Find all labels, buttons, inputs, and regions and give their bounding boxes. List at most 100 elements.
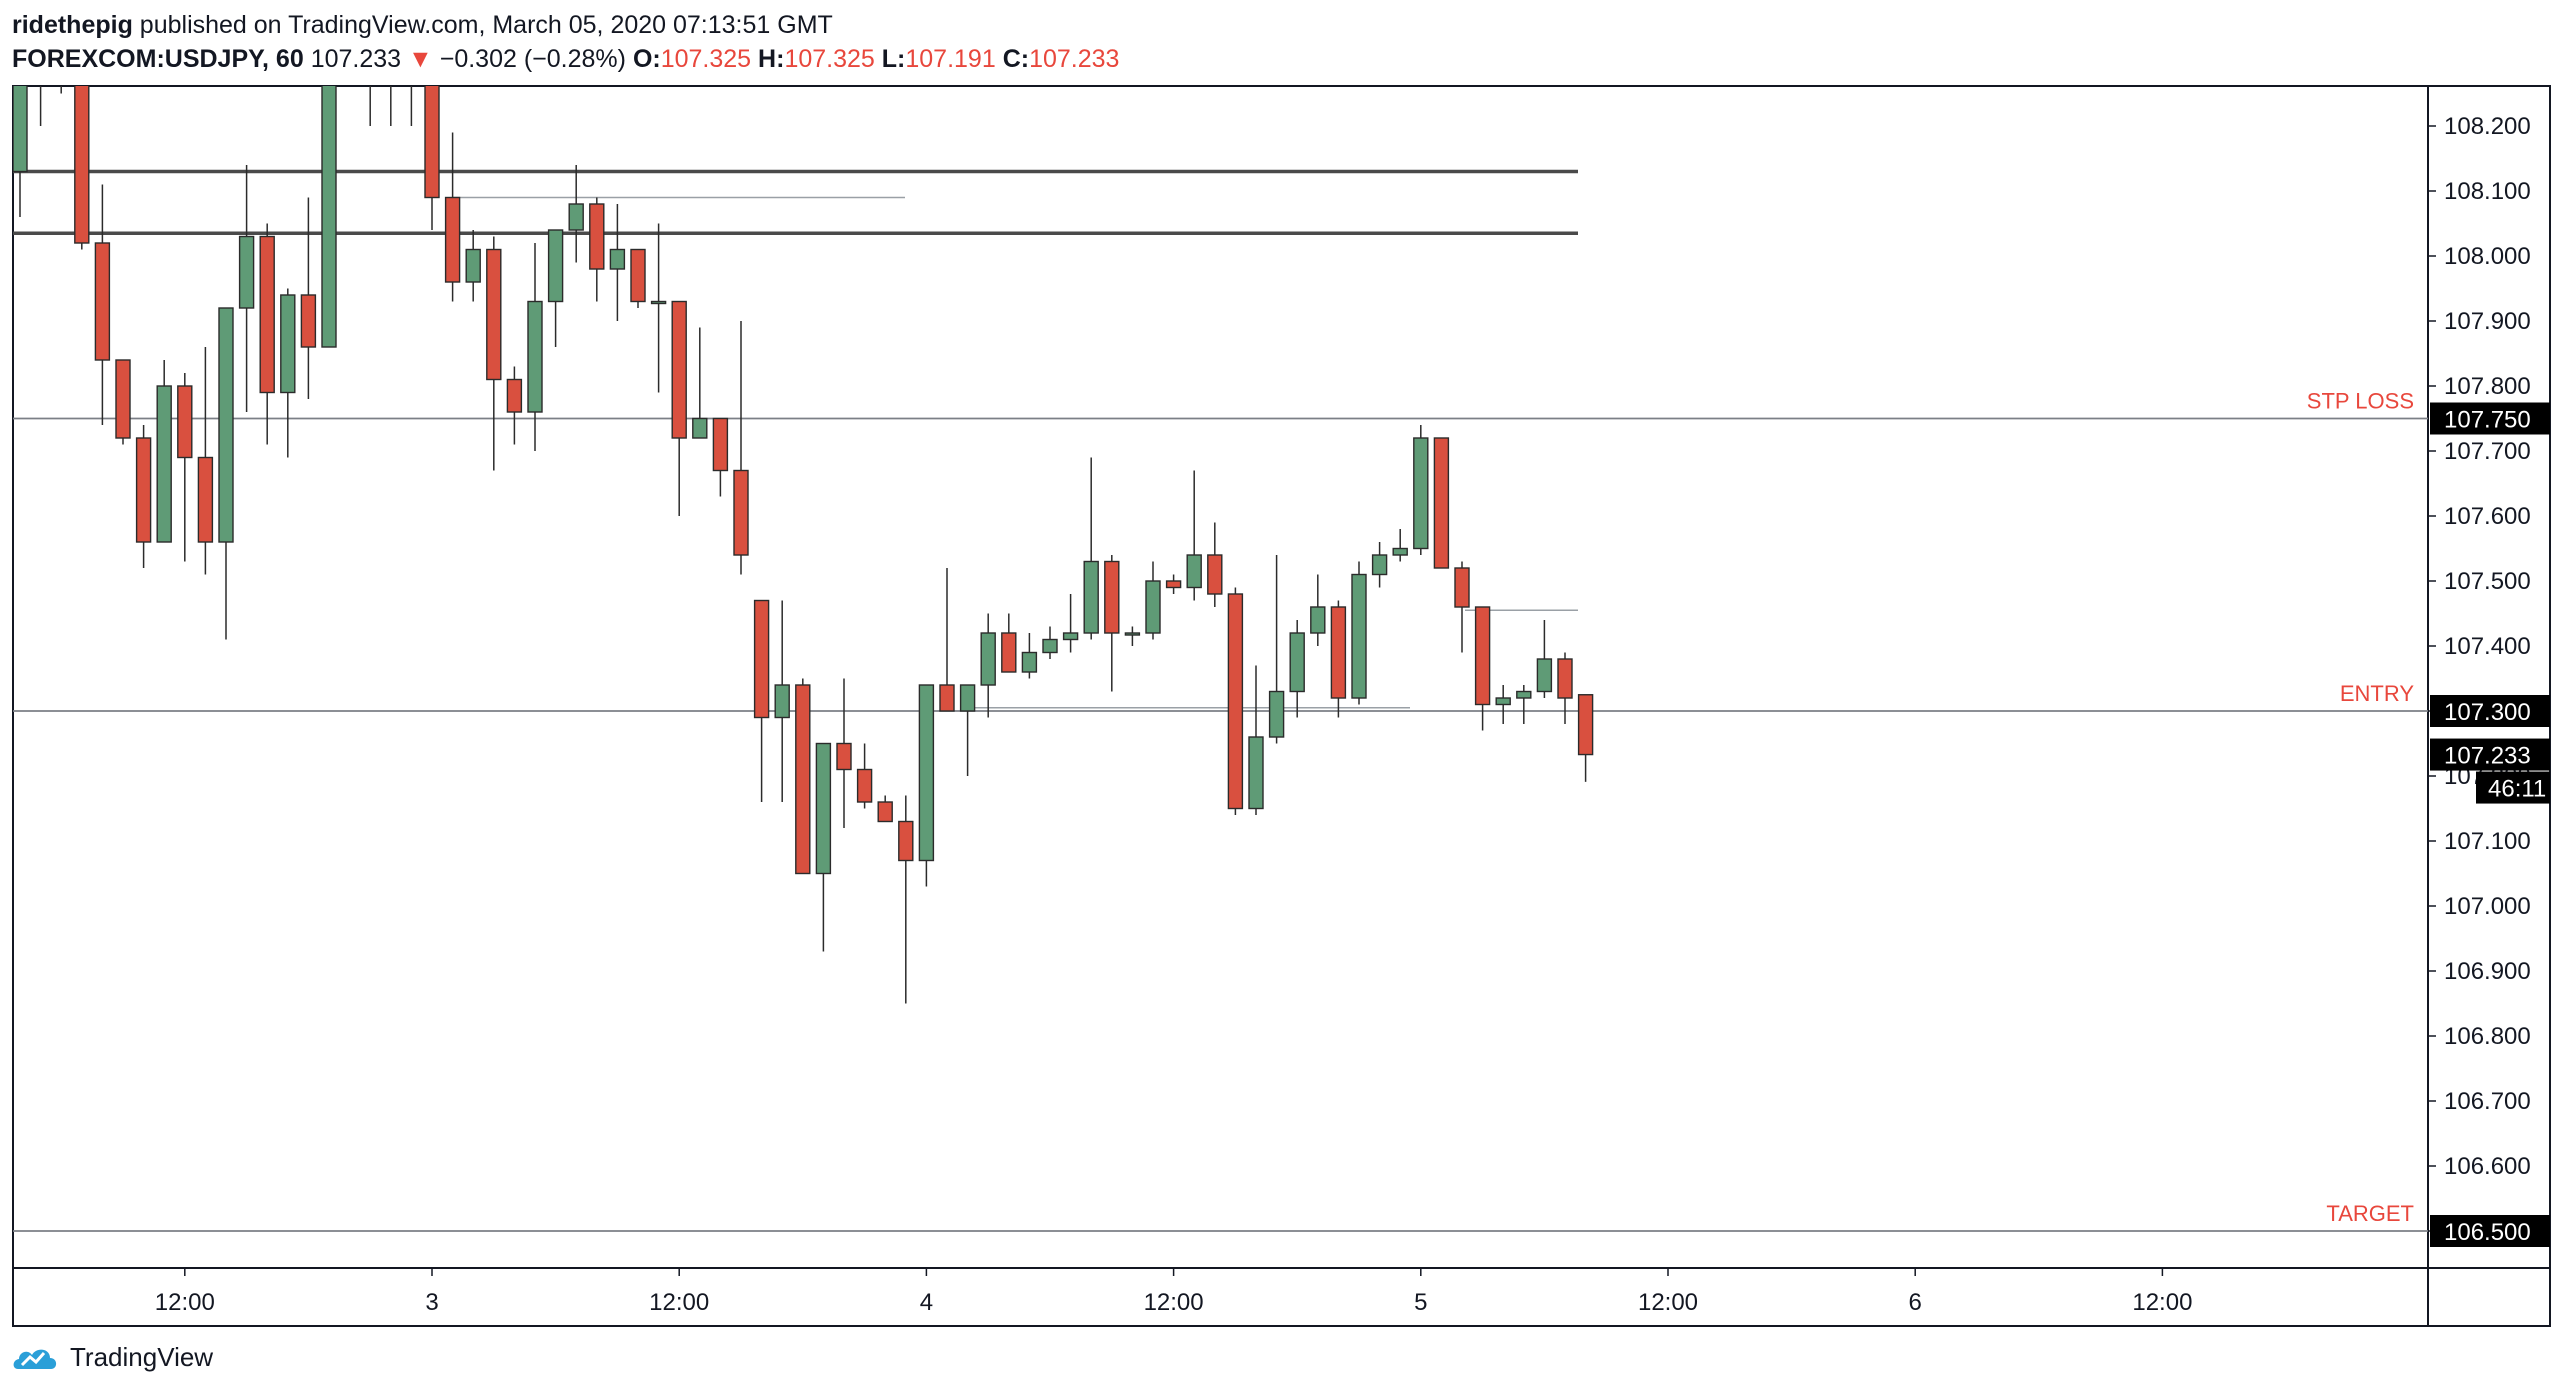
y-tick-label: 106.800 <box>2444 1023 2531 1050</box>
candle-down <box>1474 606 1491 706</box>
brand-name[interactable]: TradingView <box>70 1342 214 1372</box>
level-price-label: 107.300 <box>2444 699 2531 726</box>
y-tick-label: 107.900 <box>2444 308 2531 335</box>
footer-brand: TradingView <box>10 1342 213 1373</box>
candle-down <box>1454 567 1470 608</box>
candle-up <box>959 684 976 712</box>
published-text: published on TradingView.com, March 05, … <box>139 11 833 39</box>
candle-down <box>74 86 90 244</box>
level-price-label: 106.500 <box>2444 1219 2531 1246</box>
candle-up <box>609 248 626 270</box>
candle-up <box>1516 690 1532 699</box>
candle-down <box>712 417 729 472</box>
candle-up <box>1145 580 1161 634</box>
candle-down <box>671 300 687 439</box>
candle-up <box>980 632 996 686</box>
candle-down <box>94 242 111 361</box>
candle-up <box>1371 554 1388 576</box>
candle-down <box>444 196 461 283</box>
low-value: 107.191 <box>905 45 996 73</box>
candle-down <box>877 801 893 823</box>
level-price-box <box>2430 402 2550 435</box>
author-name[interactable]: ridethepig <box>12 11 133 39</box>
last-price: 107.233 <box>310 45 402 73</box>
candle-down <box>1433 437 1450 569</box>
y-tick-label: 107.000 <box>2444 893 2531 920</box>
close-value: 107.233 <box>1029 45 1120 73</box>
candle-up <box>280 294 296 394</box>
candle-down <box>939 684 955 712</box>
open-label: O: <box>632 45 661 73</box>
x-tick-label: 12:00 <box>155 1289 215 1316</box>
candle-down <box>1577 694 1594 756</box>
candle-down <box>506 378 523 413</box>
candle-down <box>1557 658 1573 699</box>
candle-up <box>1042 638 1058 654</box>
y-tick-label: 108.100 <box>2444 178 2531 205</box>
candle-down <box>1207 554 1223 595</box>
candle-down <box>259 235 275 394</box>
candle-up <box>1124 632 1141 636</box>
candle-up <box>1351 573 1367 699</box>
candle-up <box>918 684 935 862</box>
candle-up <box>547 229 564 303</box>
candle-up <box>363 22 377 24</box>
x-tick-label: 5 <box>1414 1289 1427 1316</box>
candle-down <box>486 248 502 381</box>
high-value: 107.325 <box>784 45 875 73</box>
candle-up <box>54 22 68 24</box>
candle-up <box>815 742 832 875</box>
x-tick-label: 12:00 <box>649 1289 709 1316</box>
candle-down <box>753 599 770 719</box>
x-tick-label: 4 <box>920 1289 933 1316</box>
candle-down <box>177 385 193 459</box>
candle-up <box>527 300 543 413</box>
y-tick-label: 107.700 <box>2444 438 2531 465</box>
candle-up <box>1268 690 1285 738</box>
last-price-box <box>2430 738 2550 771</box>
low-label: L: <box>881 45 906 73</box>
candle-down <box>836 742 852 771</box>
candle-up <box>218 307 234 543</box>
candle-up <box>692 417 708 439</box>
candle-up <box>1310 606 1326 634</box>
x-tick-label: 3 <box>425 1289 438 1316</box>
candle-up <box>404 22 418 24</box>
x-tick-label: 12:00 <box>1144 1289 1204 1316</box>
candle-up <box>1392 547 1408 556</box>
price-chart[interactable]: 108.200 108.100 108.000 107.900 107.800 107.7… <box>0 0 2562 1330</box>
change-value: −0.302 (−0.28%) <box>439 45 626 73</box>
candle-down <box>424 86 440 199</box>
candle-up <box>1062 632 1079 641</box>
candle-up <box>465 248 481 283</box>
candle-down <box>1165 580 1182 589</box>
candle-down <box>630 248 646 303</box>
x-tick-label: 6 <box>1909 1289 1922 1316</box>
candle-up <box>343 22 357 24</box>
countdown-label: 46:11 <box>2488 776 2546 803</box>
candle-up <box>1495 697 1511 706</box>
candle-up <box>650 300 667 305</box>
candle-down <box>1330 606 1347 699</box>
last-price-label: 107.233 <box>2444 743 2531 770</box>
candle-up <box>384 22 398 24</box>
candle-up <box>34 22 48 24</box>
level-price-box <box>2430 1215 2550 1247</box>
candle-up <box>1021 651 1038 673</box>
countdown-box <box>2476 771 2550 804</box>
candle-down <box>795 684 811 875</box>
candle-down <box>733 469 749 556</box>
open-value: 107.325 <box>660 45 752 73</box>
plot-area <box>13 22 2428 1232</box>
y-tick-label: 106.700 <box>2444 1088 2531 1115</box>
symbol-label[interactable]: FOREXCOM:USDJPY, 60 <box>12 45 304 73</box>
y-tick-label: 106.600 <box>2444 1153 2531 1180</box>
level-name-label: STP LOSS <box>2307 389 2414 414</box>
ohlc-line: FOREXCOM:USDJPY, 60 107.233 ▼ −0.302 (−0… <box>12 42 1119 76</box>
candle-down <box>1104 560 1120 634</box>
level-price-label: 107.750 <box>2444 407 2531 434</box>
high-label: H: <box>758 45 785 73</box>
candle-up <box>1083 560 1099 634</box>
candle-down <box>115 359 131 439</box>
y-tick-label: 106.900 <box>2444 958 2531 985</box>
